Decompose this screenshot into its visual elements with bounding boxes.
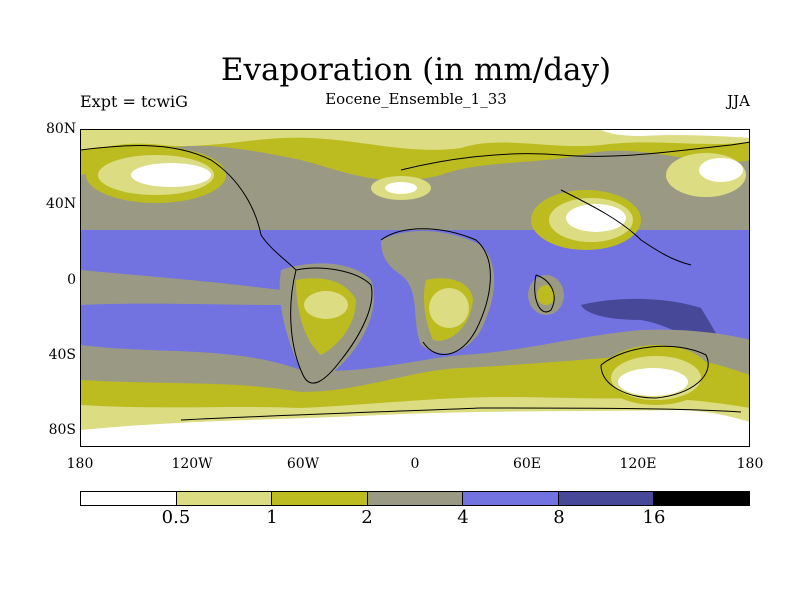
lat-tick-80n: 80N xyxy=(46,121,77,137)
colorbar-swatch-6 xyxy=(654,492,750,505)
lon-tick-120e: 120E xyxy=(619,456,657,472)
siberia-white-patch xyxy=(699,158,743,182)
colorbar-label-16: 16 xyxy=(642,507,666,528)
plot-subtitle: Eocene_Ensemble_1_33 xyxy=(325,90,507,108)
south-pacific-grey-tongue xyxy=(81,270,281,305)
lat-tick-0: 0 xyxy=(67,272,76,288)
indian-ocean-high-evaporation xyxy=(581,298,726,355)
colorbar-swatch-4 xyxy=(463,492,559,505)
lon-tick-120w: 120W xyxy=(171,456,213,472)
lat-tick-40s: 40S xyxy=(48,347,76,363)
north-light-region xyxy=(81,130,749,150)
evaporation-map xyxy=(80,129,750,447)
season-label: JJA xyxy=(727,92,750,110)
map-graphic xyxy=(81,130,749,446)
colorbar-label-4: 4 xyxy=(457,507,469,528)
south-america-light xyxy=(304,291,348,319)
colorbar-swatch-2 xyxy=(272,492,368,505)
colorbar-label-0-5: 0.5 xyxy=(161,507,191,528)
experiment-label: Expt = tcwiG xyxy=(80,92,188,111)
antarctic-white xyxy=(81,410,749,446)
lat-tick-40n: 40N xyxy=(46,196,77,212)
lon-tick-180e: 180 xyxy=(736,456,764,472)
colorbar-swatch-1 xyxy=(176,492,273,505)
plot-title: Evaporation (in mm/day) xyxy=(220,52,612,88)
nw-white-patch xyxy=(131,163,211,187)
colorbar xyxy=(80,491,750,506)
lon-tick-60w: 60W xyxy=(286,456,320,472)
lon-tick-60e: 60E xyxy=(512,456,542,472)
australia-white xyxy=(618,368,688,396)
colorbar-swatch-0 xyxy=(81,492,177,505)
colorbar-swatch-5 xyxy=(558,492,655,505)
asia-white-patch xyxy=(566,204,626,232)
africa-light xyxy=(429,288,469,328)
north-polar-white xyxy=(601,130,749,138)
india-olive xyxy=(537,285,555,305)
lat-tick-80s: 80S xyxy=(48,422,76,438)
colorbar-label-1: 1 xyxy=(266,507,278,528)
colorbar-label-2: 2 xyxy=(361,507,373,528)
north-africa-white xyxy=(385,182,417,194)
colorbar-swatch-3 xyxy=(367,492,464,505)
lon-tick-0: 0 xyxy=(410,456,420,472)
colorbar-label-8: 8 xyxy=(553,507,565,528)
lon-tick-180w: 180 xyxy=(66,456,94,472)
coastlines xyxy=(81,141,749,421)
